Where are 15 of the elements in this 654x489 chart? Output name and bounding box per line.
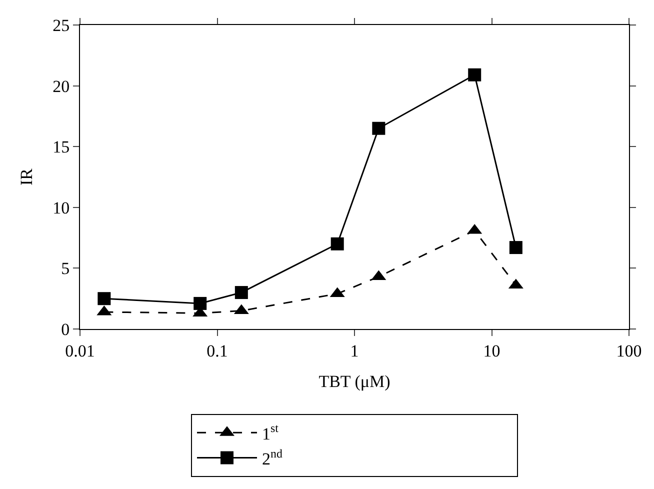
x-tick-label: 0.01 xyxy=(65,341,95,360)
x-axis-title: TBT (μM) xyxy=(318,372,390,391)
x-tick-label: 100 xyxy=(616,341,642,360)
y-axis-title: IR xyxy=(17,168,36,186)
y-tick-label: 25 xyxy=(52,16,70,35)
legend-label: 2$^{nd}$ xyxy=(262,446,282,468)
y-tick-label: 20 xyxy=(52,76,70,96)
x-tick-label: 10 xyxy=(483,341,500,360)
y-tick-label: 5 xyxy=(61,259,70,278)
x-tick-label: 1 xyxy=(350,341,359,360)
y-tick-label: 10 xyxy=(52,198,70,218)
y-tick-label: 15 xyxy=(52,138,70,157)
x-tick-label: 0.1 xyxy=(206,341,228,360)
y-tick-label: 0 xyxy=(61,320,70,339)
legend-label: 1$^{st}$ xyxy=(262,421,280,444)
